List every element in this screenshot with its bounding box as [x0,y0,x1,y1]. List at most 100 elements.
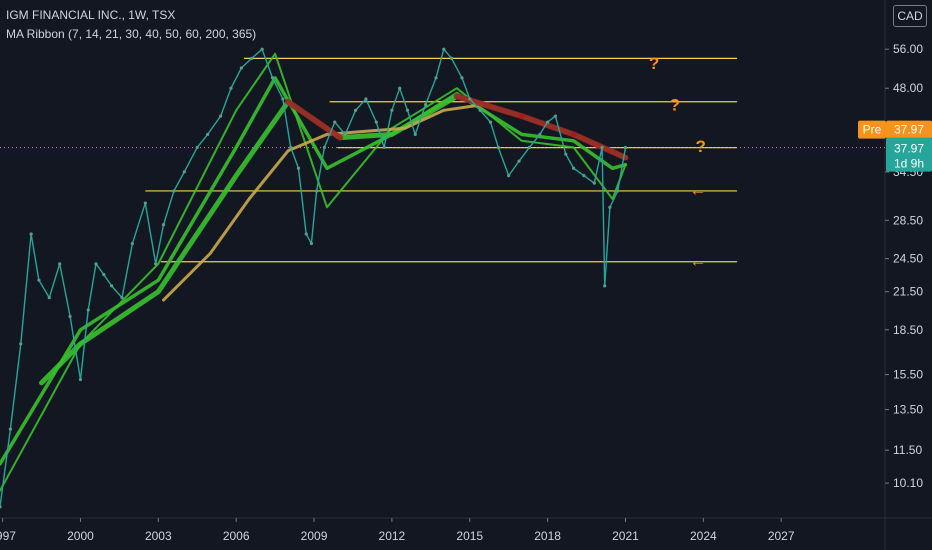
annotations: ??? ← ← [649,54,707,271]
chart-title: IGM FINANCIAL INC., 1W, TSX [6,8,176,22]
price-point [449,56,454,60]
price-point [382,145,386,150]
price-point [517,159,521,163]
price-point [260,47,264,51]
price-point [161,223,166,227]
price-point [289,145,293,150]
price-point [78,377,83,382]
price-point [424,102,428,107]
horizontal-levels [0,57,885,263]
last-price-tag [886,137,932,172]
price-point [592,181,596,185]
price-point [296,166,301,170]
price-point [19,342,23,346]
pre-market-tag [886,120,932,139]
ma-ribbon-bearish [518,113,577,138]
time-axis[interactable]: 1997 2000 2003 2006 2009 2012 2015 2018 2021 2024… [0,518,795,543]
price-point [68,314,72,319]
x-tick-label: 2000 [67,529,94,543]
y-tick-label: 10.10 [893,476,923,490]
price-point [488,120,493,124]
price-point [94,262,98,266]
price-series [0,47,628,509]
price-point [172,189,176,193]
x-tick-label: 2018 [534,529,561,543]
ma-line-ma-7 [0,52,627,492]
x-tick-label: 2003 [145,529,172,543]
price-point [616,189,620,193]
bar-countdown: 1d 9h [894,157,924,171]
ma-ribbon [0,52,629,492]
question-mark-annotation: ? [649,54,659,73]
price-point [571,166,576,170]
x-tick-label: 2009 [301,529,328,543]
price-point [582,173,586,178]
price-point [270,76,275,80]
arrow-annotation: ← [690,252,707,271]
arrow-annotation: ← [690,180,707,199]
ma-line-ma-60 [39,93,628,386]
price-point [564,152,568,156]
price-axis[interactable]: 56.0048.0040.0034.5028.5024.5021.5018.50… [885,42,923,490]
price-point [603,284,607,288]
currency-button[interactable]: CAD [893,5,927,27]
y-tick-label: 28.50 [893,213,923,227]
price-point [322,145,327,150]
price-point [538,132,542,137]
price-point [434,76,438,80]
price-point [130,241,134,246]
x-tick-label: 2027 [768,529,795,543]
x-tick-label: 2012 [379,529,406,543]
indicator-legend[interactable]: MA Ribbon (7, 14, 21, 30, 40, 50, 60, 20… [6,27,257,41]
price-point [343,132,347,137]
price-point [405,108,410,112]
ma-ribbon-bearish [570,131,629,161]
price-point [182,170,186,174]
x-tick-label: 2024 [690,529,717,543]
price-point [468,97,472,101]
price-point [333,120,337,124]
price-point [109,284,114,288]
x-tick-label: 2021 [612,529,639,543]
x-tick-label: 1997 [0,529,16,543]
question-mark-annotation: ? [696,137,706,156]
pre-market-value: 37.97 [894,123,924,137]
ma-ribbon-bearish [453,93,525,120]
price-point [304,232,308,236]
price-point [229,86,233,90]
price-point [553,114,557,118]
price-point [527,145,532,150]
y-tick-label: 56.00 [893,42,923,56]
price-point [120,296,124,300]
y-tick-label: 18.50 [893,323,923,337]
price-point [623,146,628,150]
y-tick-label: 11.50 [893,443,922,457]
y-tick-label: 15.50 [893,368,923,382]
price-point [8,427,12,431]
x-tick-label: 2006 [223,529,250,543]
price-point [309,241,314,246]
price-point [29,232,33,236]
price-point [154,262,158,266]
price-point [496,145,500,150]
price-point [315,189,319,193]
price-point [546,120,550,124]
price-point [102,273,106,277]
price-point [58,262,62,266]
price-point [398,86,402,90]
price-point [37,278,41,282]
pre-market-prefix: Pre [863,123,882,137]
price-point [250,56,254,60]
price-point [143,201,147,205]
y-tick-label: 48.00 [893,81,923,95]
price-point [608,205,612,209]
ma-line-ma-200 [162,103,485,302]
price-point [86,308,90,312]
price-point [353,108,358,112]
price-point [239,66,243,70]
price-point [219,114,223,118]
ma-ribbon-bearish [285,98,343,141]
